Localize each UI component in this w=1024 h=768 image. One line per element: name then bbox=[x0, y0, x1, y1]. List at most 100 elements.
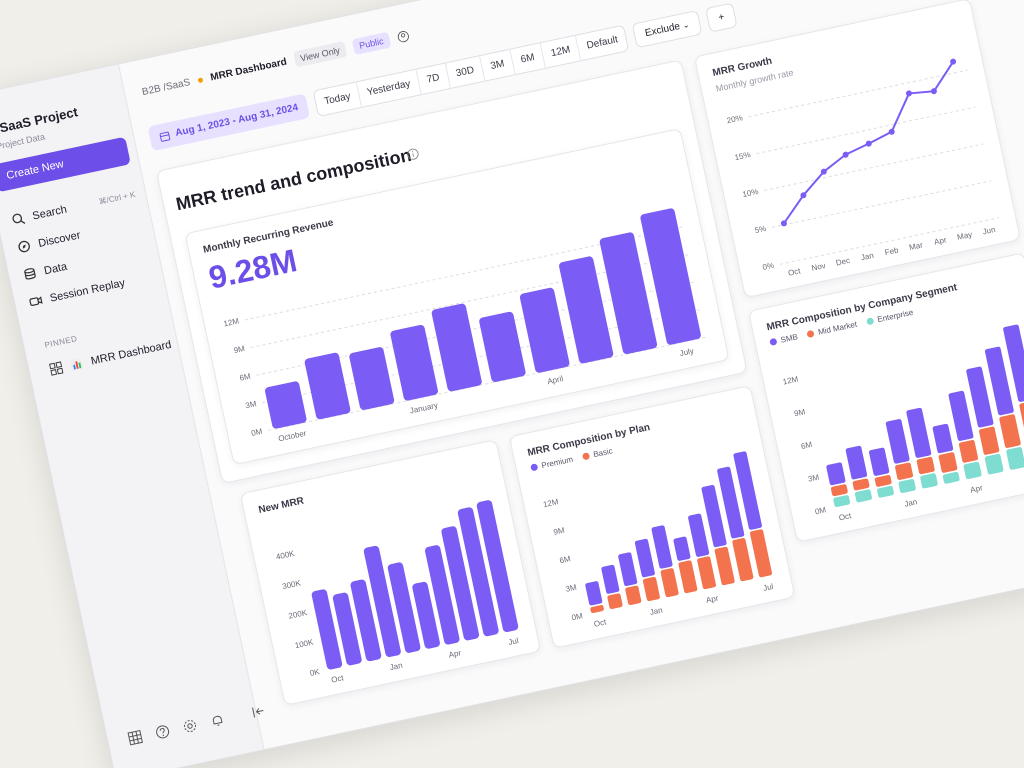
chart-card: Monthly Recurring Revenue 9.28M 0M 3M 6M 9M… bbox=[184, 128, 730, 466]
range-button[interactable]: 3M bbox=[480, 49, 516, 81]
search-icon bbox=[12, 213, 26, 224]
settings-icon[interactable] bbox=[182, 718, 199, 735]
legend-item: Premium bbox=[530, 455, 574, 473]
y-tick-label: 200K bbox=[288, 608, 309, 621]
bell-icon[interactable] bbox=[209, 712, 226, 729]
point bbox=[905, 90, 912, 97]
x-tick-label: Dec bbox=[835, 256, 851, 268]
x-tick-label: Apr bbox=[969, 483, 983, 494]
bar bbox=[387, 562, 421, 653]
breadcrumb: B2B /SaaS MRR Dashboard View Only Public bbox=[141, 28, 411, 100]
bar bbox=[265, 381, 307, 429]
exclude-button[interactable]: Exclude ⌄ bbox=[631, 9, 703, 49]
calendar-icon bbox=[159, 131, 171, 142]
range-button[interactable]: 12M bbox=[540, 35, 582, 68]
bar bbox=[311, 589, 343, 670]
nav-item[interactable]: Session Replay bbox=[28, 276, 126, 309]
create-label: Create New bbox=[5, 158, 65, 183]
legend-label: Basic bbox=[592, 446, 614, 460]
y-tick-label: 6M bbox=[559, 554, 572, 565]
bar-segment bbox=[731, 449, 764, 532]
bar-segment bbox=[1017, 399, 1024, 442]
y-tick-label: 0% bbox=[762, 261, 775, 272]
bar bbox=[559, 256, 614, 364]
bar-segment bbox=[884, 417, 912, 466]
bar-segment bbox=[957, 438, 980, 465]
nav-item[interactable]: Search bbox=[11, 203, 68, 227]
range-button[interactable]: 30D bbox=[445, 56, 486, 88]
range-button[interactable]: Default bbox=[585, 34, 619, 52]
info-icon[interactable] bbox=[406, 147, 420, 161]
range-button[interactable]: Today bbox=[314, 82, 362, 116]
grid-line bbox=[756, 106, 976, 155]
chart-card: MRR Composition by Company Segment SMB Mi… bbox=[747, 252, 1024, 543]
bar bbox=[424, 545, 460, 645]
bar-segment bbox=[1004, 445, 1024, 472]
grid-line bbox=[748, 69, 968, 118]
bar-segment bbox=[904, 406, 933, 460]
chart-title: New MRR bbox=[257, 495, 305, 516]
legend-swatch bbox=[806, 329, 816, 339]
nav-label: Discover bbox=[37, 228, 82, 250]
range-button[interactable]: Yesterday bbox=[356, 69, 422, 107]
x-tick-label: Jul bbox=[508, 636, 520, 647]
bar bbox=[476, 500, 519, 633]
y-tick-label: 0K bbox=[309, 667, 321, 678]
point bbox=[930, 88, 937, 95]
legend-swatch bbox=[530, 463, 539, 472]
range-button[interactable]: 6M bbox=[510, 43, 546, 75]
bar-segment bbox=[641, 575, 662, 603]
nav-item[interactable]: Data bbox=[22, 260, 68, 282]
x-tick-label: Oct bbox=[787, 266, 802, 278]
table-icon[interactable] bbox=[127, 729, 144, 746]
date-range[interactable]: Aug 1, 2023 - Aug 31, 2024 bbox=[147, 93, 311, 152]
badge[interactable]: Public bbox=[351, 31, 391, 56]
bar-segment bbox=[997, 412, 1023, 450]
bar-segment bbox=[616, 550, 639, 588]
y-tick-label: 20% bbox=[726, 113, 744, 125]
bar-segment bbox=[867, 446, 891, 478]
bar-segment bbox=[583, 579, 604, 607]
point bbox=[950, 58, 957, 65]
user-icon[interactable] bbox=[396, 30, 410, 44]
chart: 0K 100K 200K 300K 400K Oct Jan Apr Jul bbox=[275, 500, 520, 685]
chart-card: MRR Growth Monthly growth rate 0% 5% 10% 15… bbox=[693, 0, 1022, 299]
grid-line bbox=[779, 217, 1000, 265]
point bbox=[865, 140, 872, 147]
bar-segment bbox=[659, 566, 681, 599]
x-tick-label: Nov bbox=[811, 261, 827, 273]
x-tick-label: Jun bbox=[982, 225, 996, 236]
breadcrumb-project[interactable]: B2B /SaaS bbox=[141, 76, 192, 98]
x-tick-label: July bbox=[679, 346, 695, 358]
bar bbox=[599, 232, 658, 355]
y-tick-label: 15% bbox=[734, 150, 752, 162]
y-tick-label: 12M bbox=[782, 374, 799, 386]
bar-segment bbox=[695, 554, 718, 591]
help-icon[interactable] bbox=[154, 724, 171, 741]
bar bbox=[349, 347, 395, 410]
chart: 0% 5% 10% 15% 20% Oct Nov Dec Jan Feb Mar Apr May Jun bbox=[726, 58, 1000, 278]
nav-label: Data bbox=[42, 260, 69, 277]
bar bbox=[412, 581, 440, 649]
nav-label: Search bbox=[31, 203, 68, 223]
y-tick-label: 9M bbox=[553, 526, 566, 537]
bar-segment bbox=[931, 422, 955, 455]
pinned-item[interactable]: MRR Dashboard bbox=[49, 338, 173, 376]
status-dot bbox=[197, 76, 204, 83]
collapse-icon[interactable] bbox=[250, 703, 267, 720]
y-tick-label: 0M bbox=[571, 611, 584, 622]
bar-segment bbox=[599, 563, 621, 596]
legend-label: Mid Market bbox=[817, 319, 858, 337]
point bbox=[888, 128, 895, 135]
nav-item[interactable]: Discover bbox=[16, 228, 81, 254]
bar bbox=[441, 526, 480, 641]
chart-emoji bbox=[70, 357, 84, 371]
legend-swatch bbox=[865, 317, 875, 326]
legend-item: SMB bbox=[769, 332, 799, 347]
bar-segment bbox=[671, 535, 692, 563]
x-tick-label: Oct bbox=[838, 511, 853, 523]
y-tick-label: 3M bbox=[245, 399, 258, 410]
x-tick-label: Apr bbox=[705, 594, 719, 605]
add-button[interactable]: + bbox=[705, 2, 738, 33]
